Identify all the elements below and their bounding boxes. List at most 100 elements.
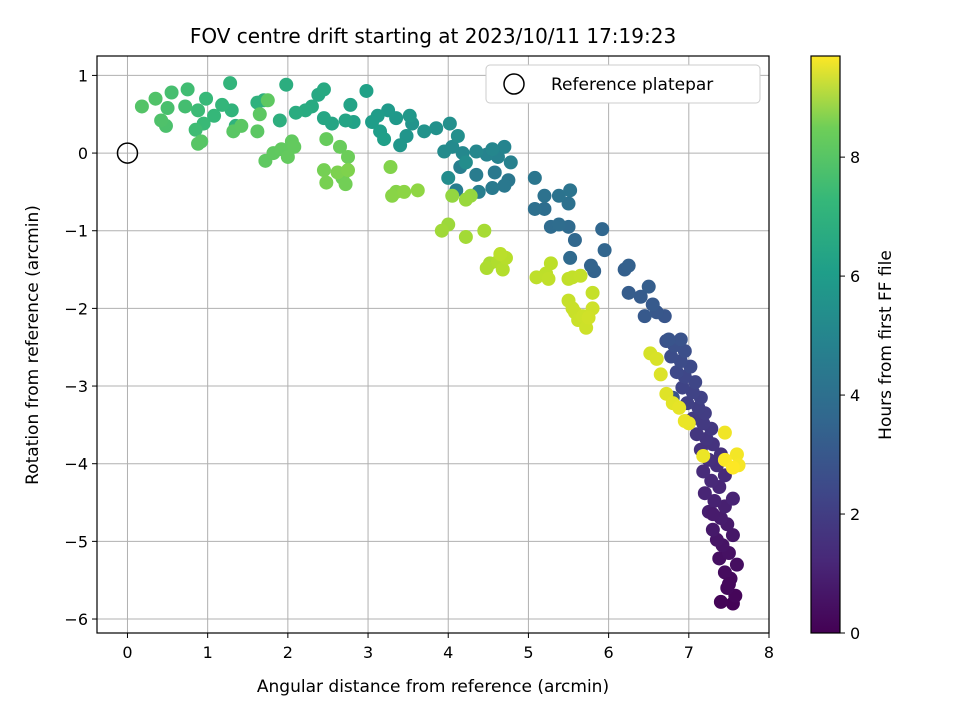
x-tick-label: 0 <box>122 643 132 662</box>
chart-title: FOV centre drift starting at 2023/10/11 … <box>190 24 676 48</box>
data-point <box>458 229 473 244</box>
data-point <box>563 250 578 265</box>
data-point <box>252 107 267 122</box>
data-point <box>641 279 656 294</box>
data-point <box>551 217 566 232</box>
data-point <box>445 188 460 203</box>
x-axis-label: Angular distance from reference (arcmin) <box>257 677 609 697</box>
data-point <box>450 128 465 143</box>
data-point <box>319 175 334 190</box>
data-point <box>188 122 203 137</box>
colorbar-label: Hours from first FF file <box>876 250 896 440</box>
data-point <box>250 95 265 110</box>
data-point <box>725 528 740 543</box>
data-point <box>621 258 636 273</box>
data-points <box>134 76 746 611</box>
y-axis-ticks: 1 0 −1 −2 −3 −4 −5 −6 <box>64 66 97 629</box>
data-point <box>381 103 396 118</box>
data-point <box>551 188 566 203</box>
data-point <box>529 270 544 285</box>
data-point <box>160 101 175 116</box>
data-point <box>332 139 347 154</box>
colorbar-tick-label: 2 <box>850 505 860 524</box>
data-point <box>493 247 508 262</box>
y-tick-label: −6 <box>64 610 88 629</box>
data-point <box>164 85 179 100</box>
data-point <box>134 99 149 114</box>
data-point <box>585 285 600 300</box>
data-point <box>696 464 711 479</box>
data-point <box>487 165 502 180</box>
data-point <box>485 181 500 196</box>
y-tick-label: −1 <box>64 222 88 241</box>
data-point <box>485 142 500 157</box>
data-point <box>338 177 353 192</box>
data-point <box>434 223 449 238</box>
data-point <box>537 201 552 216</box>
legend-entry-label: Reference platepar <box>551 75 713 95</box>
data-point <box>697 486 712 501</box>
data-point <box>597 243 612 258</box>
data-point <box>677 344 692 359</box>
data-point <box>397 184 412 199</box>
data-point <box>417 124 432 139</box>
data-point <box>377 132 392 147</box>
data-point <box>503 155 518 170</box>
data-point <box>653 367 668 382</box>
data-point <box>541 271 556 286</box>
data-point <box>383 160 398 175</box>
data-point <box>527 170 542 185</box>
x-tick-label: 7 <box>684 643 694 662</box>
data-point <box>287 139 302 154</box>
data-point <box>458 192 473 207</box>
x-axis-ticks: 0 1 2 3 4 5 6 7 8 <box>122 633 774 662</box>
data-point <box>583 258 598 273</box>
data-point <box>207 108 222 123</box>
y-tick-label: 1 <box>78 66 88 85</box>
data-point <box>340 163 355 178</box>
data-point <box>340 149 355 164</box>
data-point <box>359 83 374 98</box>
data-point <box>497 139 512 154</box>
data-point <box>180 82 195 97</box>
data-point <box>338 113 353 128</box>
data-point <box>649 351 664 366</box>
colorbar: 0 2 4 6 8 Hours from first FF file <box>810 55 896 643</box>
data-point <box>729 557 744 572</box>
data-point <box>410 183 425 198</box>
colorbar-tick-label: 6 <box>850 267 860 286</box>
data-point <box>458 155 473 170</box>
data-point <box>343 97 358 112</box>
data-point <box>675 380 690 395</box>
data-point <box>704 473 719 488</box>
data-point <box>441 170 456 185</box>
data-point <box>705 522 720 537</box>
data-point <box>717 565 732 580</box>
data-point <box>316 82 331 97</box>
data-point <box>437 144 452 159</box>
data-point <box>721 577 736 592</box>
data-point <box>567 233 582 248</box>
data-point <box>316 163 331 178</box>
data-point <box>429 121 444 136</box>
data-point <box>272 113 287 128</box>
data-point <box>148 91 163 106</box>
data-point <box>705 507 720 522</box>
data-point <box>595 222 610 237</box>
data-point <box>402 108 417 123</box>
data-point <box>497 178 512 193</box>
data-point <box>669 365 684 380</box>
reference-platepar-marker <box>116 142 139 164</box>
colorbar-gradient <box>810 55 841 634</box>
data-point <box>563 183 578 198</box>
data-point <box>672 400 687 415</box>
data-point <box>223 76 238 91</box>
data-point <box>707 493 722 508</box>
data-point <box>477 223 492 238</box>
x-tick-label: 6 <box>604 643 614 662</box>
data-point <box>191 136 206 151</box>
data-point <box>677 413 692 428</box>
data-point <box>729 447 744 462</box>
data-point <box>250 124 265 139</box>
